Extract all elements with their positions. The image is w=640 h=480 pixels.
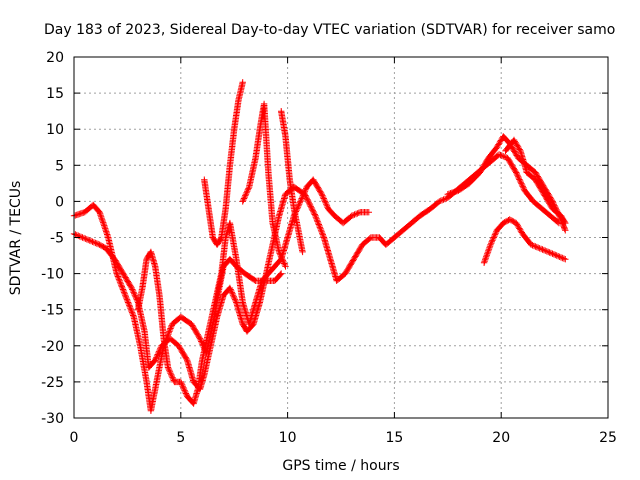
series-markers xyxy=(201,79,246,248)
data-series-7 xyxy=(480,216,569,266)
chart-title: Day 183 of 2023, Sidereal Day-to-day VTE… xyxy=(44,22,615,38)
x-tick-label: 25 xyxy=(599,430,617,446)
x-tick-label: 0 xyxy=(70,430,79,446)
y-tick-label: -30 xyxy=(41,411,64,427)
x-tick-label: 15 xyxy=(385,430,403,446)
x-tick-label: 5 xyxy=(176,430,185,446)
y-axis-label: SDTVAR / TECUs xyxy=(8,181,24,296)
x-axis-label: GPS time / hours xyxy=(282,458,399,474)
y-tick-label: 20 xyxy=(46,50,64,66)
data-series-5 xyxy=(239,100,289,270)
y-tick-label: 10 xyxy=(46,122,64,138)
axis-ticks: 0 5 10 15 20 25 -30 -25 -20 -15 -10 -5 0 5 10 15 20 xyxy=(41,50,617,446)
y-tick-label: 15 xyxy=(46,86,64,102)
y-tick-label: 0 xyxy=(55,194,64,210)
series-markers xyxy=(502,136,569,227)
y-tick-label: -5 xyxy=(50,231,64,247)
series-markers xyxy=(239,100,289,270)
y-tick-label: -20 xyxy=(41,339,64,355)
series-markers xyxy=(278,108,306,256)
data-series-6 xyxy=(278,108,306,256)
x-tick-label: 20 xyxy=(492,430,510,446)
y-tick-label: -10 xyxy=(41,267,64,283)
y-tick-label: 5 xyxy=(55,158,64,174)
series-markers xyxy=(480,216,569,266)
data-series-9 xyxy=(502,136,569,227)
grid xyxy=(74,57,608,418)
y-tick-label: -15 xyxy=(41,303,64,319)
y-tick-label: -25 xyxy=(41,375,64,391)
x-tick-label: 10 xyxy=(279,430,297,446)
data-series-4 xyxy=(201,79,246,248)
